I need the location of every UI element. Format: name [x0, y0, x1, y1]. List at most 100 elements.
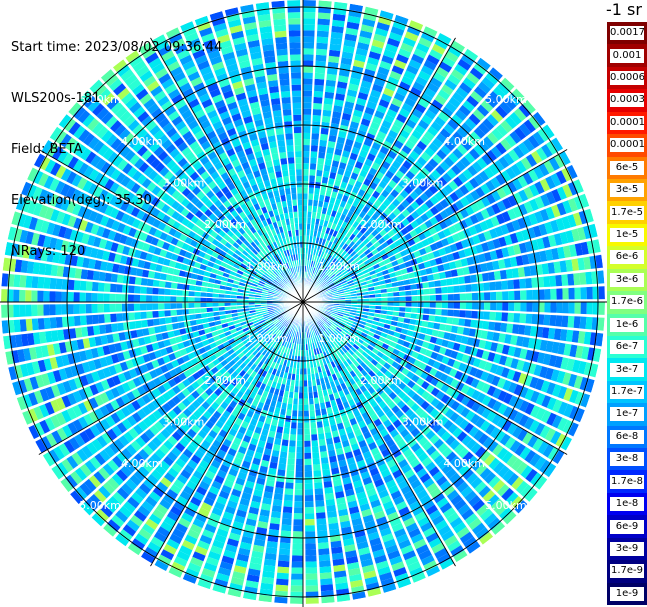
ray-gate-cell — [170, 309, 177, 316]
ray-gate-cell — [290, 579, 303, 586]
ray-gate-cell — [393, 306, 400, 312]
ray-gate-cell — [390, 124, 401, 134]
ray-gate-cell — [548, 234, 557, 247]
ray-gate-cell — [360, 281, 367, 286]
ray-gate-cell — [295, 477, 303, 484]
ray-gate-cell — [514, 108, 527, 122]
ray-gate-cell — [580, 302, 587, 315]
ray-gate-cell — [462, 327, 470, 336]
ray-gate-cell — [543, 276, 551, 287]
ray-gate-cell — [314, 488, 324, 495]
ray-gate-cell — [444, 50, 459, 63]
ray-gate-cell — [481, 76, 495, 90]
ray-gate-cell — [353, 59, 365, 68]
ray-gate-cell — [448, 261, 457, 270]
ray-gate-cell — [420, 327, 428, 334]
ray-gate-cell — [507, 181, 518, 193]
ray-gate-cell — [296, 452, 303, 459]
ray-gate-cell — [316, 48, 328, 56]
ray-gate-cell — [109, 293, 116, 302]
ray-gate-cell — [312, 452, 320, 459]
ray-gate-cell — [389, 272, 397, 278]
ray-gate-cell — [368, 245, 376, 252]
ray-gate-cell — [507, 245, 516, 257]
ray-gate-cell — [328, 522, 339, 530]
ray-gate-cell — [534, 456, 547, 471]
ray-gate-cell — [573, 179, 584, 194]
ray-gate-cell — [303, 114, 311, 121]
ray-gate-cell — [351, 262, 359, 269]
ray-gate-cell — [490, 177, 501, 189]
ray-gate-cell — [321, 121, 330, 129]
ray-gate-cell — [115, 294, 122, 302]
ray-gate-cell — [335, 261, 342, 268]
ray-gate-cell — [482, 272, 489, 282]
ray-gate-cell — [402, 37, 416, 48]
ray-gate-cell — [403, 70, 416, 81]
ray-gate-cell — [270, 517, 281, 525]
ray-gate-cell — [518, 189, 529, 202]
ray-gate-cell — [293, 525, 303, 532]
ray-gate-cell — [314, 78, 325, 86]
ray-gate-cell — [435, 287, 442, 294]
ray-gate-cell — [337, 219, 344, 227]
ray-gate-cell — [480, 208, 490, 220]
ray-gate-cell — [320, 133, 328, 141]
ray-gate-cell — [528, 337, 536, 349]
ray-gate-cell — [303, 84, 313, 91]
ray-gate-cell — [354, 256, 362, 263]
ray-gate-cell — [19, 289, 26, 302]
ray-gate-cell — [382, 328, 390, 334]
ray-gate-cell — [142, 328, 150, 336]
ray-gate-cell — [562, 302, 569, 314]
ray-gate-cell — [364, 158, 373, 167]
ray-gate-cell — [433, 344, 441, 353]
ray-gate-cell — [340, 330, 347, 336]
ray-gate-cell — [359, 252, 367, 259]
ray-gate-cell — [371, 259, 378, 266]
ray-gate-cell — [392, 348, 400, 356]
ray-gate-cell — [297, 422, 303, 429]
ray-gate-cell — [13, 319, 21, 333]
ray-gate-cell — [86, 315, 93, 325]
ray-gate-cell — [294, 386, 299, 393]
ray-gate-cell — [552, 450, 565, 464]
ray-gate-cell — [551, 415, 563, 429]
ray-gate-cell — [474, 174, 485, 186]
ray-gate-cell — [303, 193, 308, 200]
ray-gate-cell — [319, 560, 331, 568]
ray-gate-cell — [432, 233, 441, 242]
ray-gate-cell — [364, 325, 371, 331]
ray-gate-cell — [387, 306, 394, 311]
ray-gate-cell — [103, 293, 110, 302]
ray-gate-cell — [316, 256, 320, 263]
ray-gate-cell — [370, 237, 378, 245]
ray-gate-cell — [476, 404, 487, 416]
ray-gate-cell — [271, 450, 280, 458]
ray-gate-cell — [406, 214, 415, 223]
ray-gate-cell — [499, 269, 507, 280]
ray-gate-cell — [306, 235, 310, 242]
ray-gate-cell — [343, 39, 356, 48]
ray-gate-cell — [305, 513, 315, 520]
ray-gate-cell — [568, 244, 577, 257]
ray-gate-cell — [345, 27, 359, 36]
ray-gate-cell — [429, 308, 436, 315]
ray-gate-cell — [303, 235, 306, 242]
ray-gate-cell — [360, 332, 368, 338]
ray-gate-cell — [470, 378, 480, 389]
ray-gate-cell — [414, 124, 426, 135]
ray-gate-cell — [461, 354, 470, 364]
ray-gate-cell — [165, 317, 172, 324]
ray-gate-cell — [432, 71, 446, 83]
ray-gate-cell — [347, 266, 354, 272]
ray-gate-cell — [320, 457, 329, 464]
ray-gate-cell — [218, 294, 225, 298]
ray-gate-cell — [73, 292, 80, 302]
ray-gate-cell — [312, 121, 321, 128]
ray-gate-cell — [329, 197, 336, 204]
ray-gate-cell — [397, 351, 406, 359]
ray-gate-cell — [424, 188, 434, 199]
ray-gate-cell — [409, 150, 420, 161]
ray-gate-cell — [316, 30, 329, 38]
